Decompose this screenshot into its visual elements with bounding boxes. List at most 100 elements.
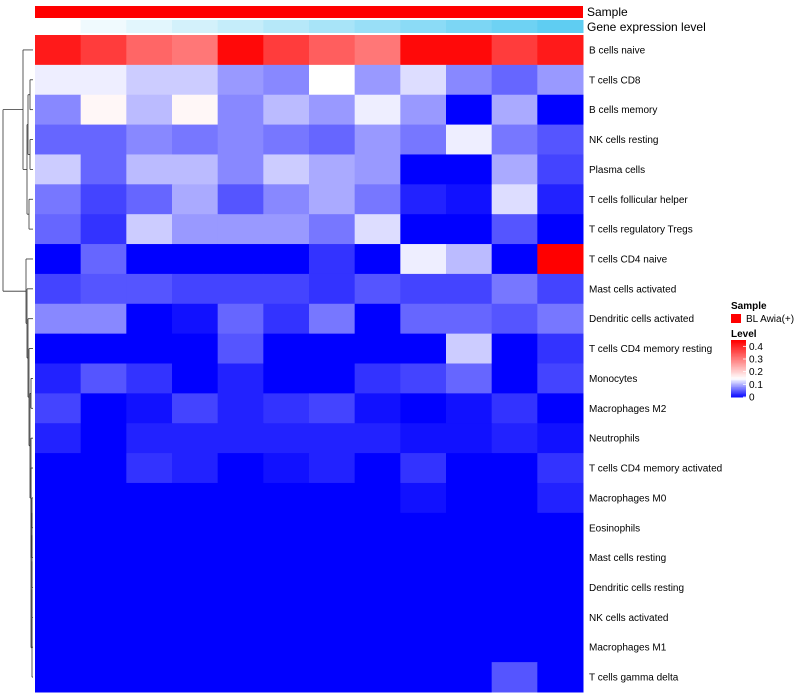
row-labels: B cells naive T cells CD8 B cells memory NK… <box>589 45 722 683</box>
heatmap-cell <box>309 662 356 693</box>
heatmap-cell <box>491 273 538 305</box>
gene-level-annotation-cell <box>263 20 310 33</box>
legend-gradient-step <box>731 365 746 368</box>
heatmap-cell <box>354 35 401 66</box>
heatmap-cell <box>491 124 538 155</box>
row-label: T cells CD8 <box>589 75 641 86</box>
heatmap-cell <box>354 572 401 603</box>
heatmap-cell <box>537 542 584 574</box>
heatmap-cell <box>126 632 173 663</box>
row-label: T cells CD4 memory resting <box>589 344 712 355</box>
heatmap-cell <box>126 244 173 275</box>
heatmap-cell <box>217 273 264 305</box>
heatmap-cell <box>491 244 538 275</box>
heatmap-cell <box>172 273 219 305</box>
heatmap-cell <box>80 393 127 424</box>
heatmap-cell <box>263 572 310 603</box>
heatmap-cell <box>400 244 447 275</box>
heatmap-cell <box>491 542 538 574</box>
legend-tick-label: 0.4 <box>749 342 763 353</box>
heatmap-cell <box>309 214 356 245</box>
legend-gradient-step <box>731 355 746 358</box>
heatmap-cell <box>491 662 538 693</box>
heatmap-cell <box>446 184 493 215</box>
heatmap-cell <box>80 512 127 544</box>
heatmap-cell <box>126 423 173 454</box>
heatmap-cell <box>354 184 401 215</box>
heatmap-cell <box>126 94 173 126</box>
legend-tick-label: 0.3 <box>749 355 763 366</box>
heatmap-cell <box>400 632 447 663</box>
legend-gradient-step <box>731 387 746 389</box>
heatmap-cell <box>35 453 82 484</box>
heatmap-cell <box>446 273 493 305</box>
heatmap-cell <box>80 333 127 364</box>
heatmap-cell <box>263 393 310 424</box>
heatmap-cell <box>354 512 401 544</box>
heatmap-cell <box>400 423 447 454</box>
heatmap-cell <box>172 632 219 663</box>
heatmap-cell <box>537 632 584 663</box>
heatmap-cell <box>446 542 493 574</box>
gene-level-annotation-cell <box>126 20 173 33</box>
heatmap-cell <box>400 542 447 574</box>
legend-gradient-step <box>731 371 746 374</box>
heatmap-cell <box>354 244 401 275</box>
heatmap-cell <box>126 273 173 305</box>
row-label: Macrophages M2 <box>589 404 667 415</box>
heatmap-cell <box>35 184 82 215</box>
legend-gradient-step <box>731 357 746 360</box>
gene-level-annotation-cell <box>537 20 584 33</box>
heatmap-cell <box>491 572 538 603</box>
heatmap-cell <box>263 64 310 96</box>
heatmap-cell <box>217 453 264 484</box>
heatmap-cell <box>126 35 173 66</box>
row-label: Macrophages M0 <box>589 493 667 504</box>
heatmap-cell <box>491 482 538 514</box>
row-label: T cells follicular helper <box>589 195 688 206</box>
legend-gradient-step <box>731 344 746 347</box>
row-label: Mast cells activated <box>589 284 676 295</box>
heatmap-cell <box>217 214 264 245</box>
heatmap-cell <box>491 35 538 66</box>
heatmap-cell <box>126 363 173 394</box>
heatmap-cell <box>446 423 493 454</box>
heatmap-cell <box>491 512 538 544</box>
heatmap-cell <box>446 303 493 335</box>
row-label: Monocytes <box>589 374 637 385</box>
heatmap-cell <box>217 393 264 424</box>
row-label: B cells naive <box>589 45 646 56</box>
heatmap-cell <box>309 273 356 305</box>
heatmap-cell <box>35 303 82 335</box>
gene-track-label: Gene expression level <box>587 20 706 34</box>
heatmap-cell <box>446 662 493 693</box>
heatmap-cell <box>217 542 264 574</box>
heatmap-cell <box>126 214 173 245</box>
heatmap-cell <box>80 363 127 394</box>
legend-gradient-step <box>731 382 746 385</box>
heatmap-cell <box>172 363 219 394</box>
heatmap-cell <box>172 244 219 275</box>
legend-gradient-step <box>731 340 746 342</box>
heatmap-cell <box>400 154 447 185</box>
heatmap-cell <box>309 303 356 335</box>
heatmap-cell <box>309 154 356 185</box>
heatmap-cell <box>35 662 82 693</box>
heatmap-cell <box>263 453 310 484</box>
heatmap-cell <box>172 184 219 215</box>
legend-color-bar <box>731 340 746 398</box>
legend-gradient-step <box>731 377 746 379</box>
legend-gradient-step <box>731 372 746 375</box>
heatmap-cell <box>446 363 493 394</box>
gene-level-annotation-cell <box>491 20 538 33</box>
gene-level-annotation-cell <box>35 20 82 33</box>
gene-level-annotation-cell <box>446 20 493 33</box>
heatmap-cell <box>172 393 219 424</box>
heatmap-cell <box>172 602 219 633</box>
heatmap-cell <box>446 512 493 544</box>
heatmap-cell <box>537 482 584 514</box>
heatmap-cell <box>354 303 401 335</box>
heatmap-cell <box>354 393 401 424</box>
legend-tick-label: 0 <box>749 393 755 404</box>
row-label: NK cells resting <box>589 135 658 146</box>
